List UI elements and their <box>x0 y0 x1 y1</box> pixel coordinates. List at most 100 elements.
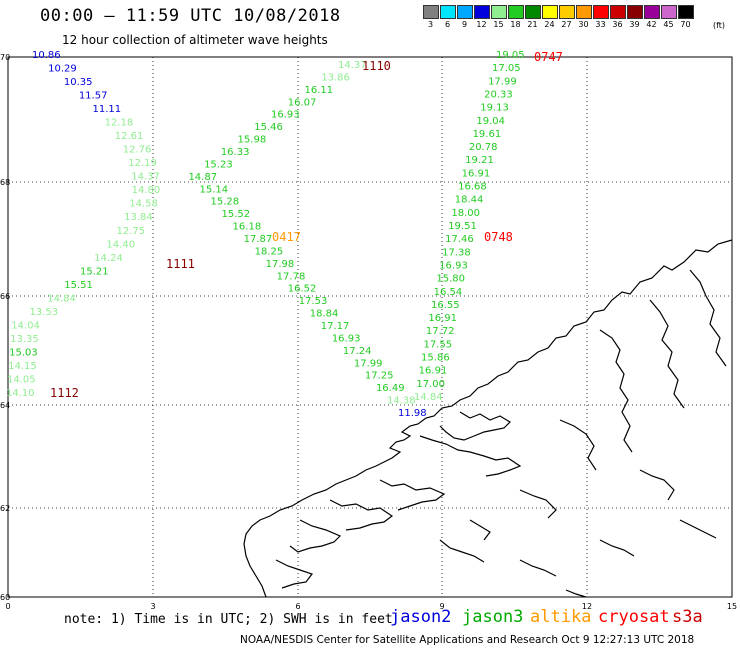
wave-height-label: 19.13 <box>480 103 509 114</box>
wave-height-label: 16.55 <box>431 300 460 311</box>
wave-height-label: 16.18 <box>233 222 262 233</box>
track-time-label: 1111 <box>166 257 195 271</box>
lon-tick-label: 9 <box>439 602 444 611</box>
wave-height-label: 16.54 <box>434 287 463 298</box>
scale-label: 33 <box>595 20 606 29</box>
scale-bin: 30 <box>575 5 592 29</box>
wave-height-label: 16.91 <box>419 366 448 377</box>
satellite-tracks: 10.86 10.29 10.35 11.57 11.11 12.18 12.61 12.76… <box>6 50 563 419</box>
wave-height-label: 15.52 <box>222 209 251 220</box>
wave-height-label: 11.11 <box>92 104 121 115</box>
wave-height-label: 16.91 <box>428 313 457 324</box>
scale-label: 39 <box>629 20 640 29</box>
track-time-label: 1112 <box>50 386 79 400</box>
wave-height-label: 12.18 <box>105 118 134 129</box>
scale-swatch <box>660 5 677 19</box>
wave-height-label: 10.29 <box>48 64 77 75</box>
graticule <box>8 57 732 597</box>
wave-height-label: 13.53 <box>29 307 58 318</box>
scale-swatch <box>490 5 507 19</box>
lon-tick-label: 12 <box>582 602 592 611</box>
scale-bin: 9 <box>456 5 473 29</box>
wave-height-label: 19.61 <box>473 129 502 140</box>
wave-height-label: 15.03 <box>9 347 38 358</box>
wave-height-label: 14.10 <box>6 388 35 399</box>
wave-height-label: 16.93 <box>332 333 361 344</box>
wave-height-label: 16.07 <box>288 97 317 108</box>
scale-label: 18 <box>510 20 521 29</box>
scale-swatch <box>609 5 626 19</box>
wave-height-label: 14.58 <box>129 199 158 210</box>
scale-label: 30 <box>578 20 589 29</box>
scale-label: 24 <box>544 20 555 29</box>
scale-label: 3 <box>427 20 434 29</box>
wave-height-label: 17.46 <box>445 234 474 245</box>
lon-tick-label: 3 <box>150 602 155 611</box>
wave-height-label: 11.98 <box>398 408 427 419</box>
wave-height-label: 16.49 <box>376 383 405 394</box>
lat-tick-label: 62 <box>0 504 10 513</box>
wave-height-label: 16.33 <box>221 147 250 158</box>
scale-swatch <box>456 5 473 19</box>
lat-tick-label: 68 <box>0 178 10 187</box>
wave-height-label: 18.00 <box>451 208 480 219</box>
scale-swatch <box>643 5 660 19</box>
wave-height-label: 17.38 <box>442 247 471 258</box>
scale-bin: 21 <box>524 5 541 29</box>
lon-tick-label: 6 <box>295 602 300 611</box>
wave-height-label: 12.61 <box>115 131 144 142</box>
wave-height-label: 17.00 <box>416 379 445 390</box>
scale-unit: (ft) <box>713 21 726 30</box>
wave-height-label: 20.33 <box>484 89 513 100</box>
wave-height-label: 15.86 <box>421 353 450 364</box>
wave-height-label: 14.84 <box>414 392 443 403</box>
scale-swatch <box>575 5 592 19</box>
wave-height-label: 18.25 <box>255 246 284 257</box>
wave-height-label: 15.98 <box>238 135 267 146</box>
wave-height-label: 17.25 <box>365 371 394 382</box>
scale-swatch <box>422 5 439 19</box>
scale-label: 15 <box>493 20 504 29</box>
scale-swatch <box>507 5 524 19</box>
wave-height-label: 15.28 <box>211 197 240 208</box>
wave-height-label: 20.78 <box>469 142 498 153</box>
wave-height-label: 14.38 <box>387 396 416 407</box>
wave-height-label: 15.80 <box>436 274 465 285</box>
wave-height-label: 14.87 <box>188 172 217 183</box>
axis-labels: 0 3 6 9 12 15 70 68 66 64 62 60 <box>0 53 737 611</box>
wave-height-label: 17.24 <box>343 346 372 357</box>
map-frame <box>7 56 733 598</box>
wave-height-label: 16.93 <box>439 260 468 271</box>
wave-height-label: 16.52 <box>288 284 317 295</box>
scale-label: 12 <box>476 20 487 29</box>
wave-height-label: 17.78 <box>277 271 306 282</box>
map-subtitle: 12 hour collection of altimeter wave hei… <box>62 33 328 47</box>
scale-bin: 39 <box>626 5 643 29</box>
scale-label: 6 <box>444 20 451 29</box>
lat-tick-label: 70 <box>0 53 10 62</box>
wave-height-label: 19.21 <box>465 155 494 166</box>
scale-label: 42 <box>646 20 657 29</box>
scale-swatch <box>558 5 575 19</box>
wave-height-label: 17.17 <box>321 321 350 332</box>
satellite-legend-item: altika <box>530 607 592 627</box>
satellite-legend-item: s3a <box>672 607 703 627</box>
lat-tick-label: 60 <box>0 593 10 602</box>
wave-height-label: 14.40 <box>106 239 135 250</box>
wave-height-label: 16.11 <box>305 85 334 96</box>
scale-bin: 6 <box>439 5 456 29</box>
scale-bin: 70 <box>677 5 694 29</box>
wave-height-label: 17.55 <box>423 339 452 350</box>
wave-height-label: 14.04 <box>11 320 40 331</box>
track-time-label: 0747 <box>534 50 563 64</box>
wave-height-label: 11.57 <box>79 91 108 102</box>
wave-height-label: 15.51 <box>64 280 93 291</box>
track-time-label: 1110 <box>362 59 391 73</box>
scale-bin: 45 <box>660 5 677 29</box>
lon-tick-label: 0 <box>5 602 10 611</box>
wave-height-label: 17.99 <box>354 358 383 369</box>
scale-bin: 3 <box>422 5 439 29</box>
scale-bin: 33 <box>592 5 609 29</box>
wave-height-label: 19.04 <box>476 116 505 127</box>
